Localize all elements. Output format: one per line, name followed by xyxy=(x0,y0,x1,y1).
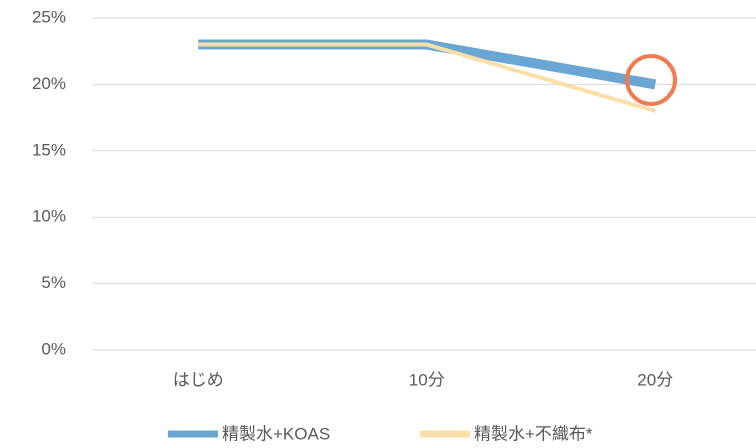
x-tick-label: 20分 xyxy=(637,370,673,389)
grid xyxy=(92,17,756,351)
legend-label: 精製水+KOAS xyxy=(222,424,330,443)
y-tick-label: 15% xyxy=(32,140,66,159)
x-tick-label: 10分 xyxy=(409,370,445,389)
y-tick-label: 25% xyxy=(32,7,66,26)
y-tick-label: 5% xyxy=(41,273,66,292)
highlight-circle xyxy=(625,54,677,106)
series-line xyxy=(198,42,656,113)
x-tick-label: はじめ xyxy=(173,370,224,389)
series-line xyxy=(198,39,657,90)
y-tick-label: 0% xyxy=(41,339,66,358)
y-tick-label: 20% xyxy=(32,74,66,93)
lines xyxy=(198,39,657,113)
legend-label: 精製水+不織布* xyxy=(474,424,593,443)
y-tick-label: 10% xyxy=(32,207,66,226)
